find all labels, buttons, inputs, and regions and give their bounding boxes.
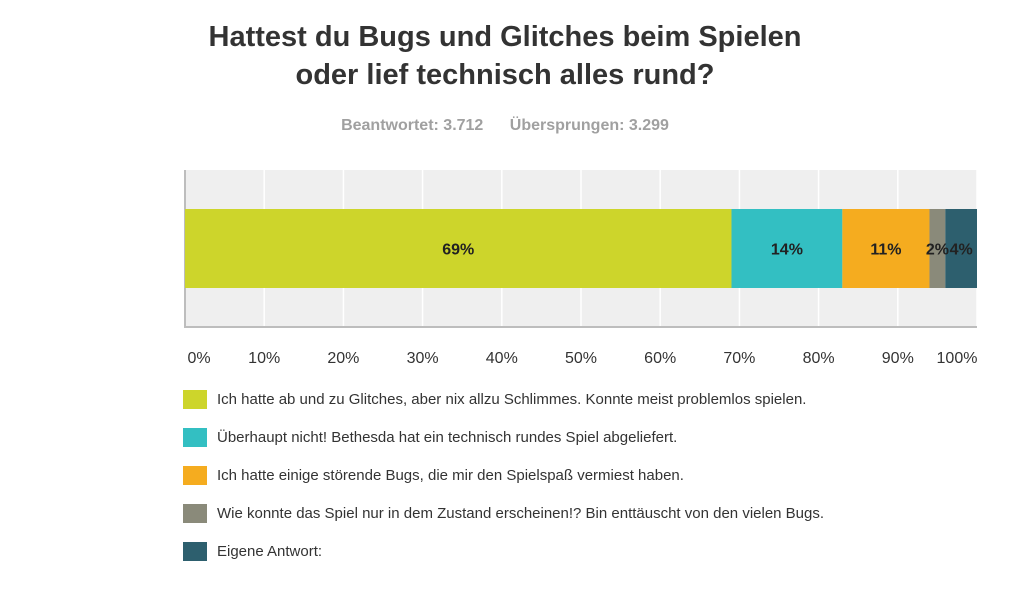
x-tick-label: 90% — [882, 350, 914, 367]
bar-segment-2 — [731, 209, 843, 288]
x-tick-label: 20% — [327, 350, 359, 367]
chart-legend: Ich hatte ab und zu Glitches, aber nix a… — [183, 386, 824, 576]
chart-title-line-1: Hattest du Bugs und Glitches beim Spiele… — [208, 21, 802, 53]
x-tick-label: 80% — [803, 350, 835, 367]
x-tick-label: 50% — [565, 350, 597, 367]
legend-label: Ich hatte einige störende Bugs, die mir … — [217, 466, 684, 484]
legend-swatch — [183, 465, 207, 485]
data-label-3: 11% — [870, 242, 901, 259]
data-label-2: 14% — [771, 242, 803, 259]
legend-entry-1: Ich hatte ab und zu Glitches, aber nix a… — [183, 386, 824, 412]
response-stats: Beantwortet: 3.712 Übersprungen: 3.299 — [100, 117, 910, 135]
legend-entry-4: Wie konnte das Spiel nur in dem Zustand … — [183, 500, 824, 526]
x-tick-label: 30% — [407, 350, 439, 367]
x-tick-label: 0% — [187, 350, 210, 367]
x-tick-label: 60% — [644, 350, 676, 367]
legend-swatch — [183, 541, 207, 561]
stacked-bar-chart: 69% 14% 11% 2% 4% 0% 10% 20% 30% 40% 50% 60% 70% 80% 9… — [184, 170, 978, 367]
chart-title: Hattest du Bugs und Glitches beim Spiele… — [100, 18, 910, 94]
legend-swatch — [183, 427, 207, 447]
legend-label: Eigene Antwort: — [217, 542, 323, 560]
chart-title-line-2: oder lief technisch alles rund? — [295, 59, 715, 91]
legend-label: Ich hatte ab und zu Glitches, aber nix a… — [217, 390, 807, 408]
legend-label: Überhaupt nicht! Bethesda hat ein techni… — [217, 428, 678, 446]
x-tick-label: 100% — [937, 350, 978, 367]
legend-label: Wie konnte das Spiel nur in dem Zustand … — [217, 504, 825, 522]
legend-swatch — [183, 389, 207, 409]
bar-segment-1 — [185, 209, 732, 288]
bar-segment-4 — [929, 209, 946, 288]
x-tick-label: 40% — [486, 350, 518, 367]
legend-entry-5: Eigene Antwort: — [183, 538, 824, 564]
bar-segment-3 — [842, 209, 930, 288]
x-tick-label: 70% — [723, 350, 755, 367]
data-label-5: 4% — [950, 242, 973, 259]
data-label-4: 2% — [926, 242, 949, 259]
legend-swatch — [183, 503, 207, 523]
skipped-count: Übersprungen: 3.299 — [509, 117, 669, 134]
bar-segment-5 — [945, 209, 977, 288]
legend-entry-2: Überhaupt nicht! Bethesda hat ein techni… — [183, 424, 824, 450]
legend-entry-3: Ich hatte einige störende Bugs, die mir … — [183, 462, 824, 488]
x-tick-label: 10% — [248, 350, 280, 367]
data-label-1: 69% — [442, 242, 474, 259]
answered-count: Beantwortet: 3.712 — [341, 117, 484, 134]
